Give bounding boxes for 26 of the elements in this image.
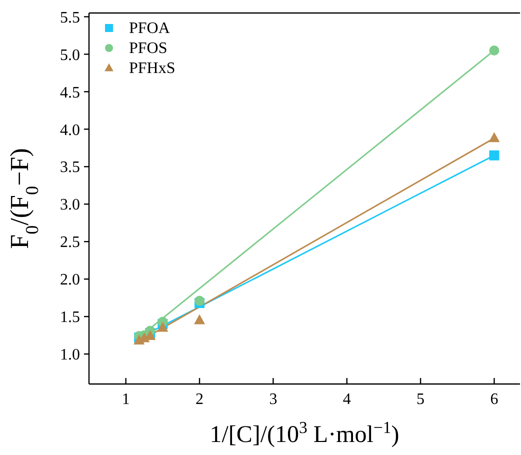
legend-label: PFHxS: [129, 60, 176, 77]
y-tick-label: 1.0: [60, 346, 80, 364]
x-tick-label: 4: [342, 391, 351, 408]
point: [157, 322, 168, 332]
x-tick-label: 5: [416, 391, 425, 408]
y-tick-label: 4.0: [60, 122, 80, 139]
y-tick-label: 5.0: [60, 46, 80, 64]
point: [489, 45, 500, 56]
point: [194, 314, 206, 324]
x-tick-label: 6: [490, 391, 498, 408]
y-tick-label: 4.5: [60, 84, 80, 102]
y-tick-label: 3.0: [60, 196, 80, 214]
point: [489, 150, 500, 160]
x-tick-label: 1: [122, 391, 130, 408]
x-tick-label: 3: [269, 391, 278, 408]
x-tick-label: 2: [196, 391, 204, 408]
point: [488, 132, 500, 142]
y-tick-label: 5.5: [60, 9, 80, 26]
y-tick-label: 2.0: [60, 272, 80, 289]
y-tick-label: 2.5: [60, 234, 80, 252]
y-tick-label: 3.5: [60, 159, 80, 176]
legend-label: PFOS: [129, 40, 168, 57]
x-axis-title: 1/[C]/(10$^{3}$ L·mol$^{−1}$): [210, 418, 400, 448]
point: [194, 296, 205, 306]
legend-label: PFOA: [129, 20, 170, 37]
y-tick-label: 1.5: [60, 309, 80, 326]
